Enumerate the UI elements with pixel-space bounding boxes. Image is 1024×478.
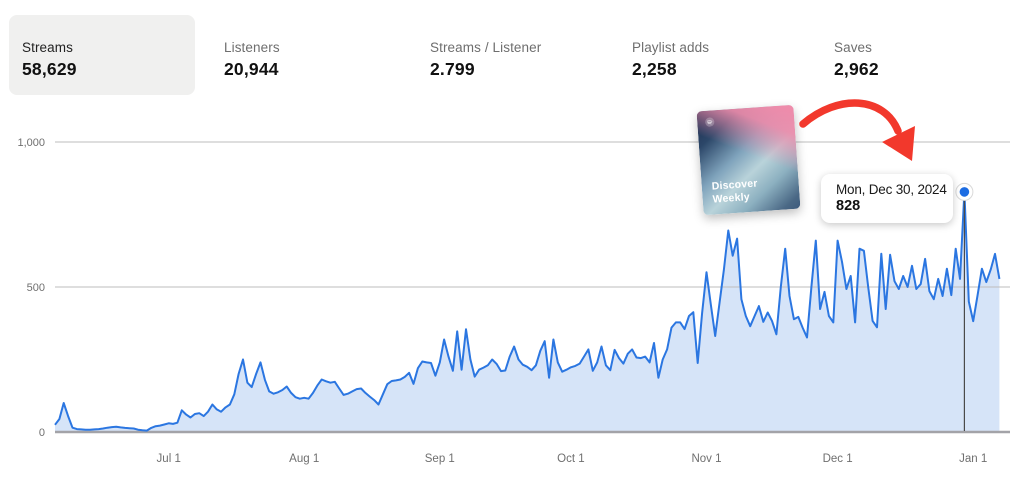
y-tick-label: 1,000 [17,137,45,149]
spotify-logo-icon [705,117,715,127]
metric-playlist-adds[interactable]: Playlist adds 2,258 [632,15,709,95]
tooltip-date: Mon, Dec 30, 2024 [836,182,947,197]
discover-weekly-card: Discover Weekly [696,104,801,216]
metric-streams-per-listener[interactable]: Streams / Listener 2.799 [430,15,541,95]
metric-label: Streams [22,40,73,55]
x-tick-label: Nov 1 [691,453,721,465]
tooltip-value: 828 [836,198,861,214]
metric-value: 2,962 [834,59,879,79]
metric-value: 2.799 [430,59,475,79]
metric-value: 20,944 [224,59,279,79]
metric-label: Playlist adds [632,40,710,55]
metrics-bar: Streams 58,629 Listeners 20,944 Streams … [0,0,1024,110]
x-tick-label: Dec 1 [823,453,853,465]
streams-line [54,190,1001,432]
metric-label: Streams / Listener [430,40,542,55]
chart-tooltip: Mon, Dec 30, 2024 828 [821,174,953,223]
playlist-card-title: Discover Weekly [711,177,759,206]
x-tick-label: Aug 1 [289,453,319,465]
selected-point-dot[interactable] [959,187,970,197]
metric-label: Listeners [224,40,280,55]
metric-streams[interactable]: Streams 58,629 [9,15,195,95]
metric-listeners[interactable]: Listeners 20,944 [224,15,280,95]
area-fill [55,191,1000,432]
x-tick-label: Oct 1 [557,453,584,465]
metric-label: Saves [834,40,873,55]
x-tick-label: Jan 1 [959,453,987,465]
y-tick-label: 0 [39,427,45,439]
y-tick-label: 500 [27,282,45,294]
metric-value: 2,258 [632,59,677,79]
x-tick-label: Jul 1 [157,453,181,465]
metric-value: 58,629 [22,59,77,79]
metric-saves[interactable]: Saves 2,962 [834,15,879,95]
x-tick-label: Sep 1 [425,453,455,465]
